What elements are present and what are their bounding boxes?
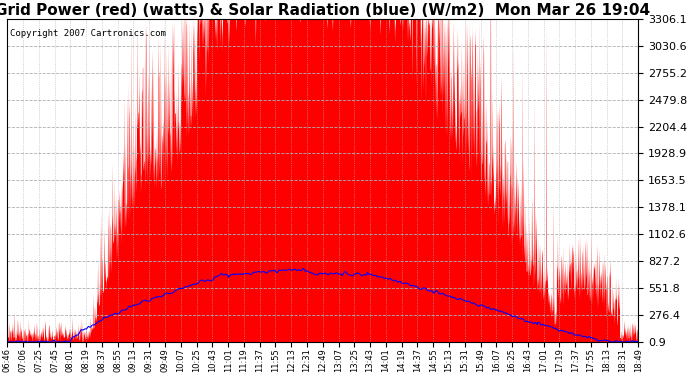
Title: Grid Power (red) (watts) & Solar Radiation (blue) (W/m2)  Mon Mar 26 19:04: Grid Power (red) (watts) & Solar Radiati… bbox=[0, 3, 651, 18]
Text: Copyright 2007 Cartronics.com: Copyright 2007 Cartronics.com bbox=[10, 28, 166, 38]
